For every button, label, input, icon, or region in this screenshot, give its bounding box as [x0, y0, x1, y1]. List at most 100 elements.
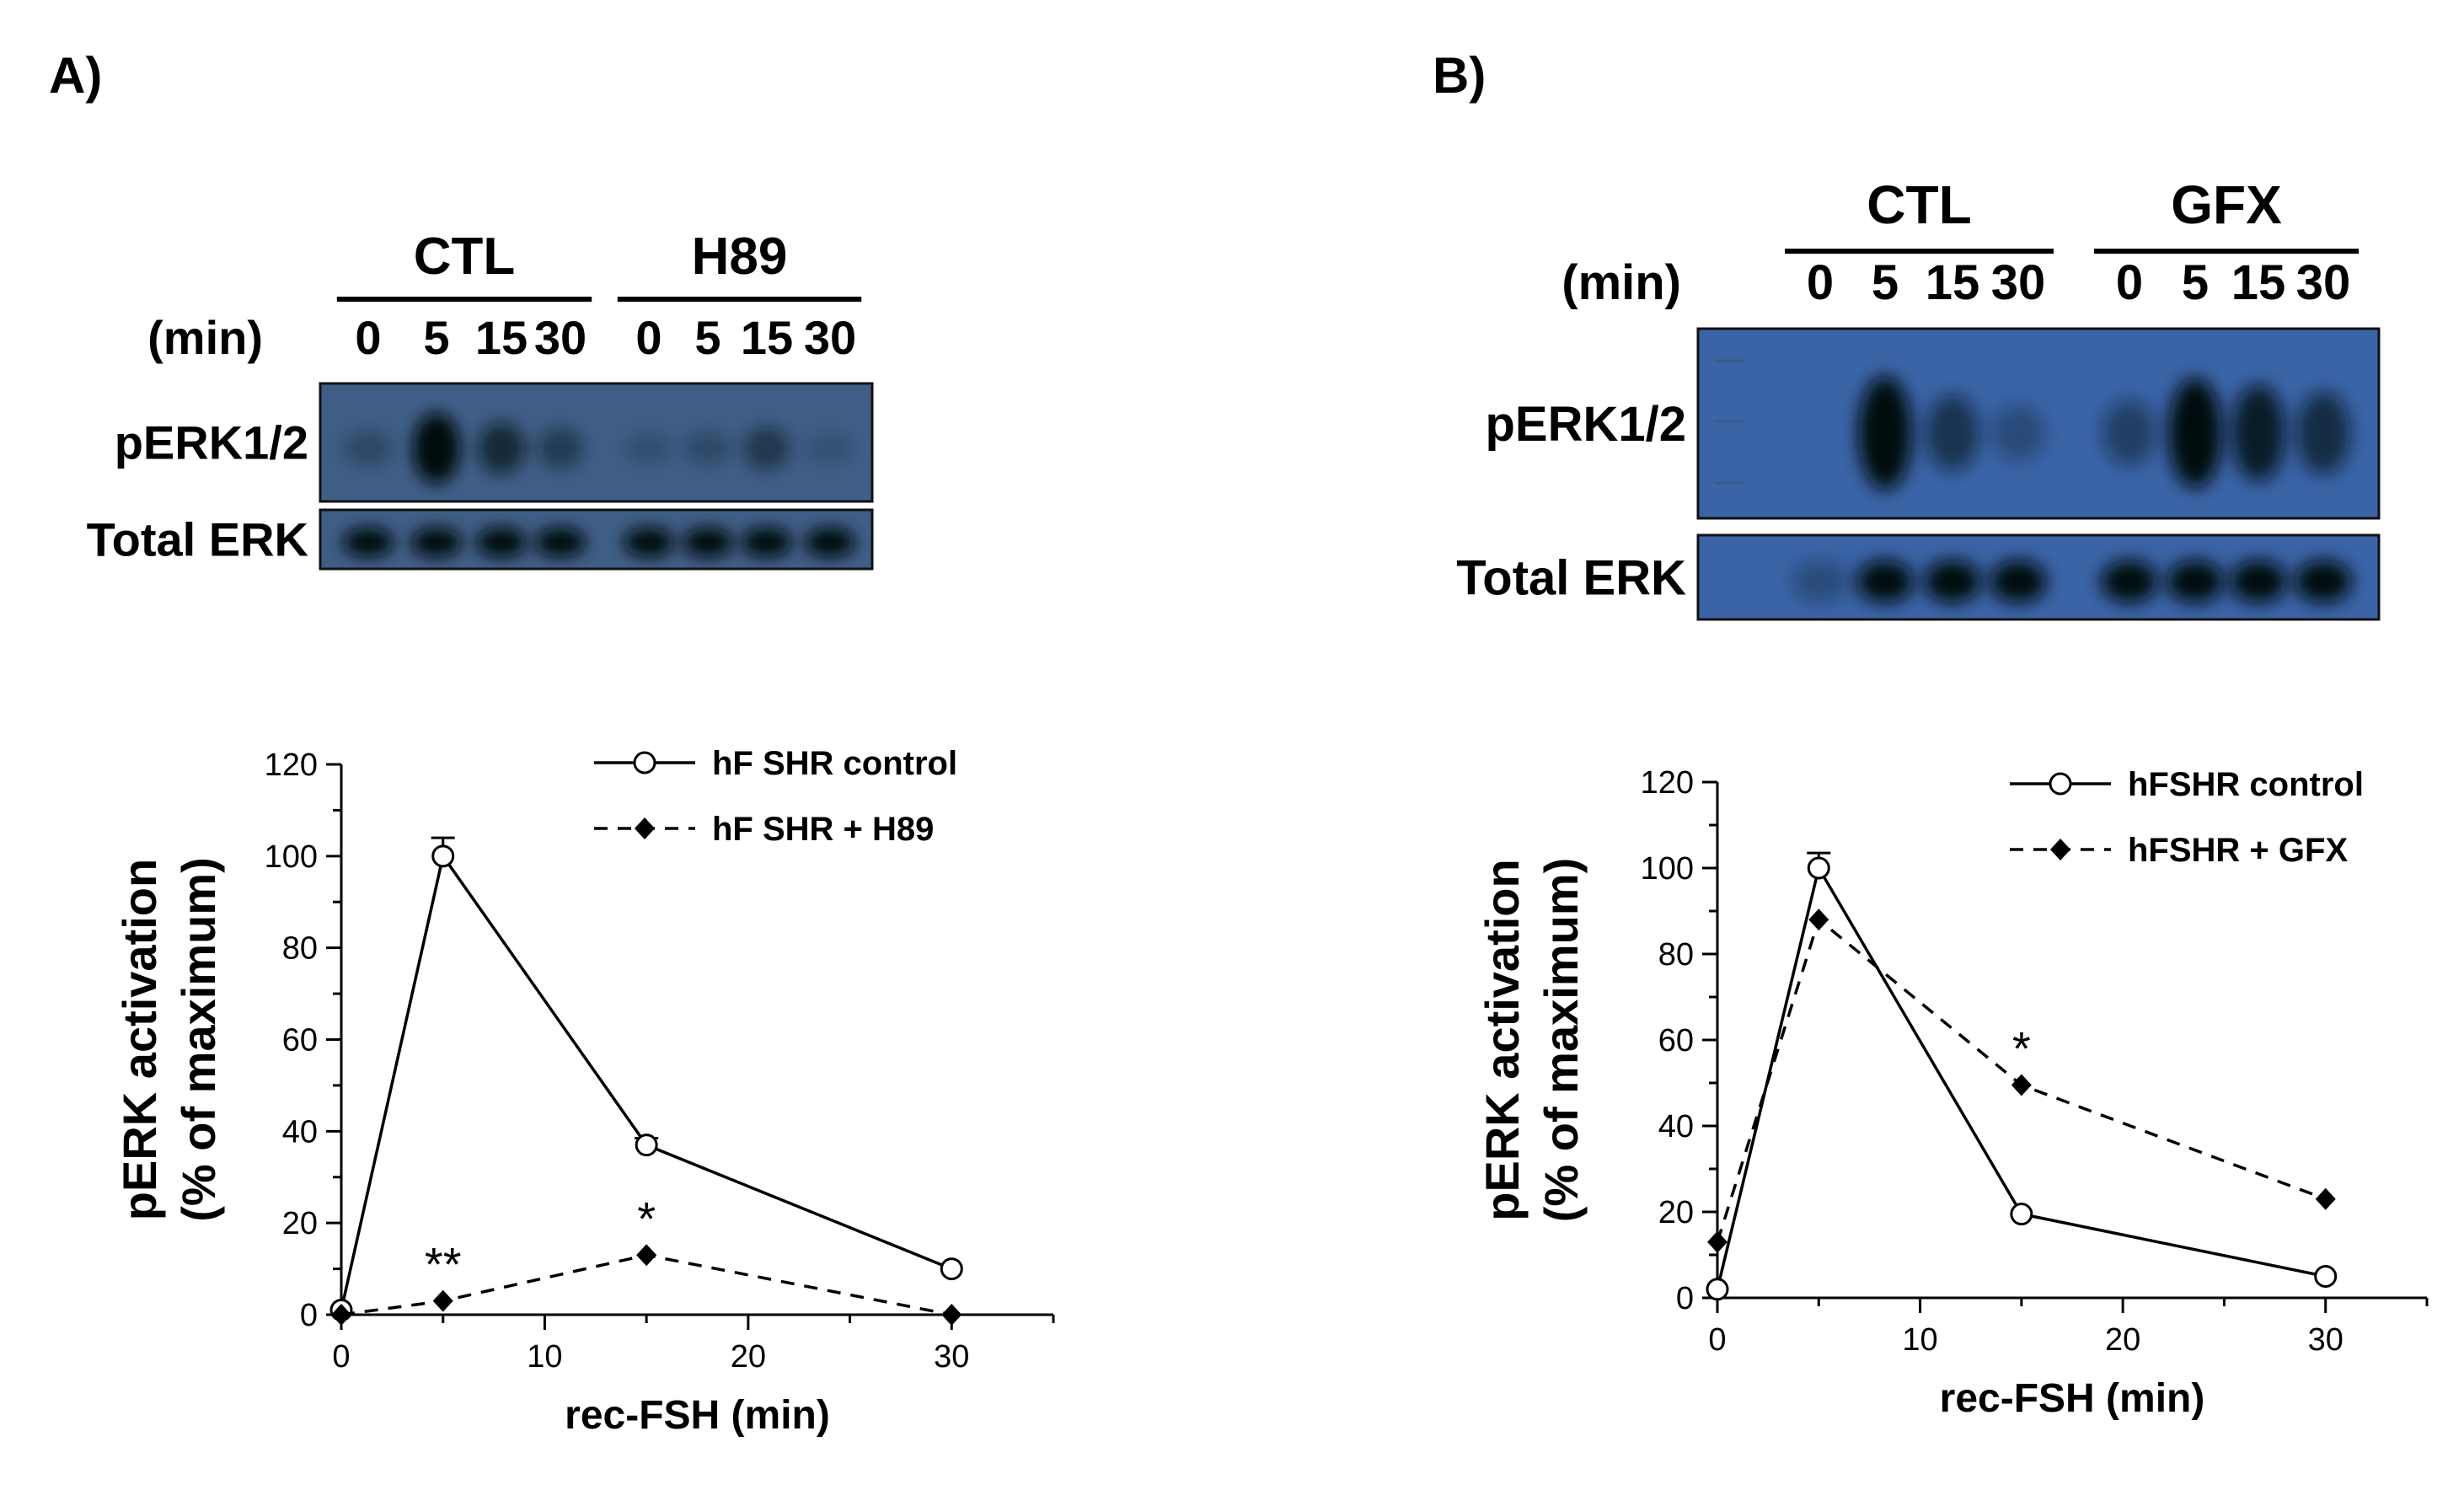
data-point-control: [2314, 1265, 2338, 1288]
perk-band: [2296, 391, 2350, 475]
total-erk-band: [411, 528, 462, 557]
perk-band: [345, 431, 392, 466]
y-tick-label: 100: [1641, 851, 1694, 887]
lane-time-label: 5: [694, 311, 720, 364]
total-erk-band: [1990, 560, 2047, 603]
perk-band: [1858, 376, 1912, 490]
lane-time-label: 0: [355, 311, 381, 364]
total-erk-band: [805, 528, 855, 557]
data-point-treated: [331, 1304, 351, 1326]
legend-marker: [633, 751, 656, 774]
x-tick-label: 0: [1708, 1322, 1726, 1358]
x-axis-label: rec-FSH (min): [1940, 1376, 2205, 1421]
total-erk-band: [2101, 560, 2158, 603]
perk-band: [806, 433, 854, 464]
x-axis-label: rec-FSH (min): [565, 1393, 830, 1438]
y-tick-label: 0: [1676, 1281, 1694, 1316]
perk-band: [2231, 384, 2285, 482]
perk-band: [684, 431, 731, 465]
total-erk-band: [2295, 560, 2352, 603]
chart-b: 0 20 40 60 80 100 120 0 10 20 30 rec-FSH (min) pERK …: [1476, 765, 2429, 1421]
lane-time-label: 15: [741, 311, 793, 364]
data-point-treated: [636, 1244, 657, 1267]
total-erk-band: [624, 528, 674, 557]
total-erk-band: [1924, 560, 1981, 603]
data-point-treated: [432, 1289, 453, 1312]
significance-mark: **: [425, 1238, 462, 1291]
total-erk-band: [2167, 560, 2224, 603]
row-label-perk: pERK1/2: [1485, 397, 1686, 452]
data-point-treated: [2011, 1074, 2032, 1096]
perk-band: [537, 427, 584, 469]
significance-mark: *: [2012, 1022, 2031, 1075]
lane-time-label: 5: [423, 311, 449, 364]
panel-b-letter: B): [1433, 47, 1486, 104]
lane-time-label: 30: [804, 311, 856, 364]
y-axis-label-line1: pERK activation: [113, 859, 166, 1220]
y-tick-label: 120: [1641, 765, 1694, 801]
perk-band: [1926, 394, 1979, 471]
x-tick-label: 20: [2105, 1322, 2140, 1358]
legend-entry: hF SHR + H89: [712, 811, 934, 848]
lane-time-label: 15: [2231, 255, 2286, 310]
data-point-control: [1706, 1278, 1729, 1301]
total-erk-band: [1792, 560, 1849, 603]
y-tick-label: 60: [282, 1023, 318, 1059]
series-line-1: [340, 1253, 952, 1316]
lane-time-label: 30: [534, 311, 587, 364]
perk-band: [2102, 399, 2156, 466]
time-unit-label: (min): [147, 311, 263, 364]
x-tick-label: 20: [731, 1339, 766, 1375]
group-label-ctl: CTL: [1867, 174, 1971, 235]
data-point-control: [635, 1134, 658, 1157]
legend-marker: [2049, 772, 2072, 796]
lane-time-label: 0: [635, 311, 662, 364]
panel-a-letter: A): [49, 47, 103, 104]
total-erk-band: [1856, 560, 1914, 603]
x-tick-label: 30: [934, 1339, 969, 1375]
y-axis-label-line2: (% of maximum): [1535, 858, 1588, 1223]
lane-time-label: 15: [475, 311, 528, 364]
legend-entry: hFSHR control: [2128, 766, 2364, 803]
legend-marker: [635, 817, 655, 839]
group-label-gfx: GFX: [2171, 174, 2282, 235]
lane-time-label: 0: [2116, 255, 2143, 310]
lane-time-label: 5: [1872, 255, 1899, 310]
perk-band: [625, 432, 672, 464]
data-point-control: [431, 844, 455, 868]
data-point-control: [2010, 1203, 2033, 1226]
total-erk-band: [343, 528, 394, 557]
row-label-total-erk: Total ERK: [1456, 550, 1686, 605]
x-tick-label: 10: [527, 1339, 562, 1375]
data-point-treated: [1707, 1230, 1727, 1253]
lane-time-label: 30: [2296, 255, 2351, 310]
y-tick-label: 0: [300, 1298, 318, 1333]
perk-band: [1991, 405, 2045, 461]
row-label-perk: pERK1/2: [115, 416, 308, 469]
y-tick-label: 100: [265, 839, 318, 875]
lane-time-label: 5: [2182, 255, 2209, 310]
group-label-h89: H89: [692, 228, 788, 286]
perk-band: [743, 426, 790, 470]
series-line-1: [1716, 917, 2327, 1243]
y-tick-label: 20: [1658, 1195, 1694, 1230]
total-erk-band: [476, 528, 527, 557]
data-point-treated: [2315, 1187, 2336, 1210]
legend-entry: hFSHR + GFX: [2128, 832, 2348, 869]
y-axis-label-line1: pERK activation: [1476, 859, 1529, 1220]
data-point-treated: [1808, 908, 1829, 931]
legend-entry: hF SHR control: [712, 745, 957, 782]
perk-band: [478, 422, 525, 474]
row-label-total-erk: Total ERK: [87, 513, 308, 566]
total-erk-band: [683, 528, 733, 557]
total-erk-band: [2230, 560, 2287, 603]
group-label-ctl: CTL: [414, 228, 516, 286]
y-tick-label: 60: [1658, 1023, 1694, 1059]
perk-band: [2168, 378, 2222, 489]
data-point-control: [940, 1257, 963, 1281]
total-erk-band: [742, 528, 792, 557]
y-tick-label: 80: [282, 931, 318, 967]
y-tick-label: 20: [282, 1206, 318, 1241]
perk-band: [413, 413, 460, 484]
